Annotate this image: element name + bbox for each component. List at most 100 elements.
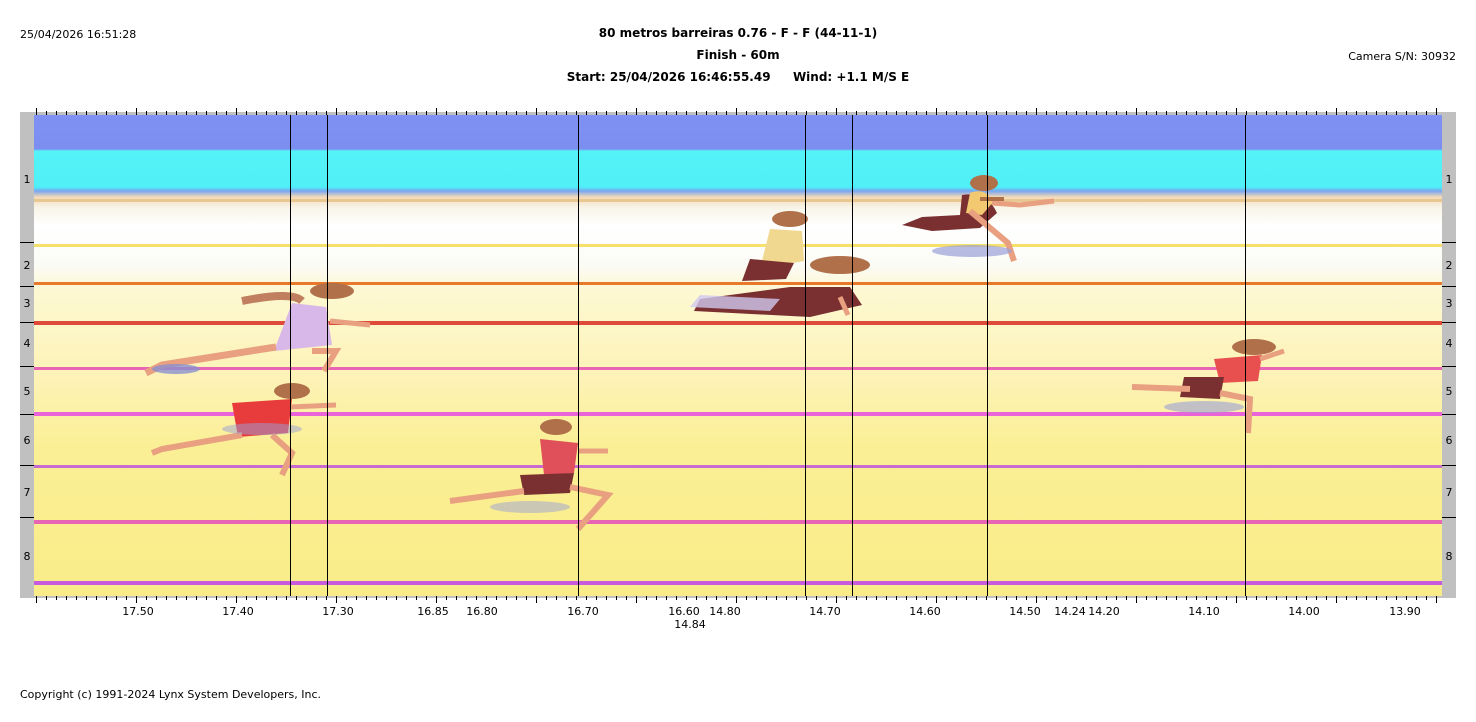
lane-divider-right — [1442, 286, 1456, 287]
lane-number-right: 3 — [1445, 297, 1453, 310]
ruler-tick — [396, 111, 397, 115]
time-cursor-line[interactable] — [1245, 115, 1246, 596]
copyright-notice: Copyright (c) 1991-2024 Lynx System Deve… — [20, 688, 322, 701]
ruler-tick — [926, 596, 927, 600]
athlete-lane-5[interactable] — [142, 383, 352, 483]
ruler-tick — [586, 596, 587, 600]
ruler-tick — [1006, 111, 1007, 115]
lane-divider-left — [20, 242, 34, 243]
time-cursor-line[interactable] — [987, 115, 988, 596]
lane-divider-right — [1442, 322, 1456, 323]
ruler-tick — [1166, 111, 1167, 115]
ruler-tick — [276, 596, 277, 600]
ruler-tick — [1066, 111, 1067, 115]
athlete-lane-2[interactable] — [690, 207, 890, 322]
ruler-tick — [226, 111, 227, 115]
ruler-tick — [1346, 596, 1347, 600]
ruler-tick — [546, 111, 547, 115]
athlete-lane-1[interactable] — [862, 173, 1062, 268]
ruler-tick — [1436, 108, 1437, 115]
ruler-tick — [846, 596, 847, 600]
time-cursor-line[interactable] — [578, 115, 579, 596]
ruler-tick — [656, 596, 657, 600]
ruler-tick — [1296, 596, 1297, 600]
ruler-tick — [866, 596, 867, 600]
ruler-tick — [806, 596, 807, 600]
ruler-tick — [1146, 111, 1147, 115]
ruler-tick — [1126, 596, 1127, 600]
ruler-tick — [1156, 596, 1157, 600]
ruler-tick — [936, 108, 937, 115]
ruler-tick — [726, 111, 727, 115]
capture-timestamp: 25/04/2026 16:51:28 — [20, 28, 137, 41]
time-cursor-line[interactable] — [805, 115, 806, 596]
time-cursor-line[interactable] — [290, 115, 291, 596]
ruler-tick — [136, 108, 137, 115]
time-tick-label: 14.20 — [1088, 605, 1120, 618]
ruler-tick — [916, 596, 917, 600]
ruler-tick — [246, 111, 247, 115]
ruler-tick — [376, 596, 377, 600]
time-tick-label: 17.30 — [322, 605, 354, 618]
ruler-tick — [956, 596, 957, 600]
ruler-tick — [1306, 111, 1307, 115]
athlete-lane-7[interactable] — [440, 417, 640, 542]
ruler-tick — [966, 111, 967, 115]
ruler-tick — [326, 111, 327, 115]
ruler-tick — [326, 596, 327, 600]
ruler-tick — [246, 596, 247, 600]
ruler-tick — [146, 596, 147, 600]
photo-finish-image[interactable] — [34, 115, 1442, 596]
ruler-tick — [976, 111, 977, 115]
time-cursor-line[interactable] — [327, 115, 328, 596]
ruler-tick — [926, 111, 927, 115]
ruler-tick — [486, 596, 487, 600]
ruler-tick — [766, 111, 767, 115]
ruler-tick — [936, 596, 937, 603]
ruler-tick — [766, 596, 767, 600]
ruler-tick — [1126, 111, 1127, 115]
ruler-tick — [536, 108, 537, 115]
lane-divider-left — [20, 465, 34, 466]
ruler-tick — [486, 111, 487, 115]
ruler-tick — [626, 596, 627, 600]
time-tick-label: 14.10 — [1188, 605, 1220, 618]
ruler-tick — [296, 111, 297, 115]
ruler-tick — [836, 108, 837, 115]
lane-number-left: 5 — [23, 385, 31, 398]
ruler-tick — [166, 596, 167, 600]
ruler-tick — [636, 108, 637, 115]
ruler-tick — [696, 596, 697, 600]
ruler-tick — [586, 111, 587, 115]
ruler-tick — [466, 596, 467, 600]
wind-reading: Wind: +1.1 M/S E — [792, 70, 910, 84]
ruler-tick — [1206, 596, 1207, 600]
ruler-tick — [1266, 596, 1267, 600]
ruler-tick — [786, 596, 787, 600]
ruler-tick — [526, 596, 527, 600]
ruler-tick — [1376, 596, 1377, 600]
ruler-tick — [1076, 596, 1077, 600]
ruler-tick — [1246, 111, 1247, 115]
ruler-tick — [1056, 596, 1057, 600]
ruler-tick — [1406, 111, 1407, 115]
lane-number-right: 2 — [1445, 259, 1453, 272]
ruler-tick — [956, 111, 957, 115]
ruler-tick — [1086, 111, 1087, 115]
athlete-lane-4[interactable] — [1124, 337, 1294, 442]
time-cursor-line[interactable] — [852, 115, 853, 596]
ruler-tick — [146, 111, 147, 115]
ruler-tick — [896, 111, 897, 115]
lane-stripe — [34, 520, 1442, 524]
ruler-tick — [1326, 111, 1327, 115]
ruler-tick — [476, 596, 477, 600]
ruler-tick — [666, 111, 667, 115]
ruler-tick — [116, 596, 117, 600]
ruler-tick — [896, 596, 897, 600]
lane-number-right: 6 — [1445, 434, 1453, 447]
lane-stripe — [34, 282, 1442, 285]
ruler-tick — [456, 596, 457, 600]
athlete-lane-3[interactable] — [142, 281, 382, 381]
ruler-tick — [416, 596, 417, 600]
ruler-tick — [1396, 111, 1397, 115]
